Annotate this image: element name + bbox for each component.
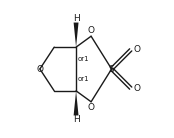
Text: O: O [88,104,95,112]
Text: O: O [36,64,43,74]
Text: O: O [88,26,95,34]
Text: O: O [133,84,140,93]
Text: H: H [73,115,80,124]
Text: or1: or1 [78,56,90,62]
Polygon shape [74,22,78,47]
Text: S: S [109,64,114,74]
Text: H: H [73,14,80,23]
Polygon shape [74,91,78,116]
Text: or1: or1 [78,76,90,82]
Text: O: O [133,45,140,54]
